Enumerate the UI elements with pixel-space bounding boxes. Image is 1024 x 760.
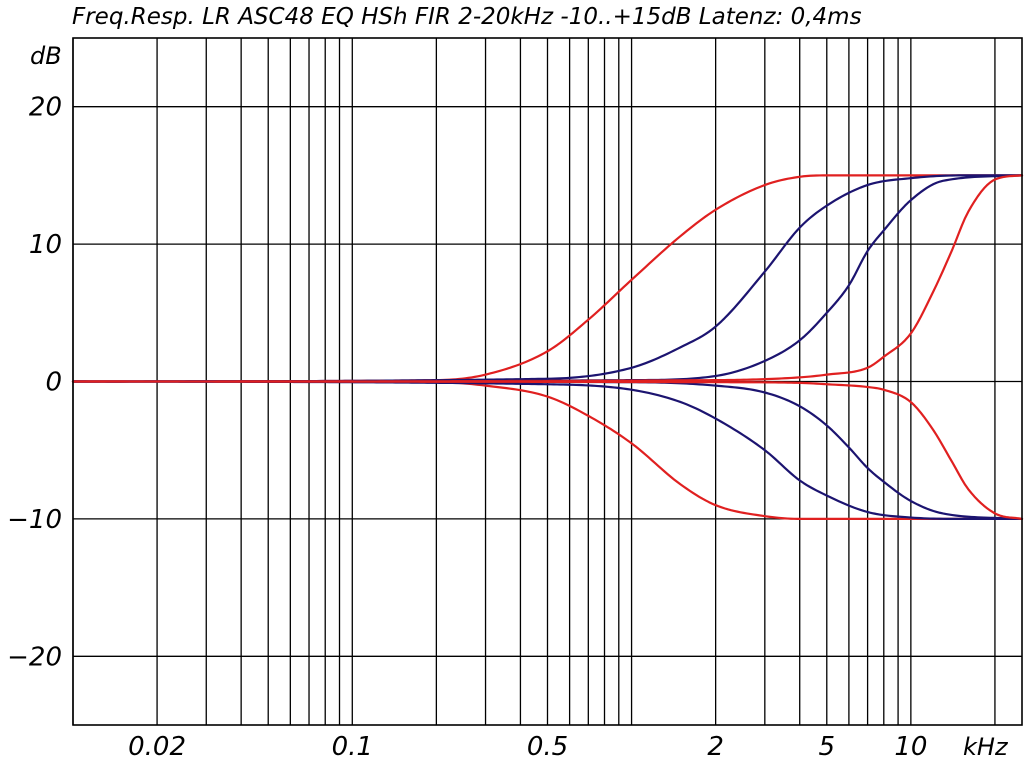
tick-labels: 20 10 0 −10 −20 0.02 0.1 0.5 2 5 10 [7,93,927,760]
red-response-curve [71,380,1024,520]
y-tick-label: −10 [7,505,62,535]
response-curves [71,174,1024,520]
x-tick-label: 5 [819,732,836,760]
x-tick-label: 10 [894,732,927,760]
y-axis-unit-label: dB [30,42,62,70]
x-tick-label: 2 [707,732,724,760]
y-tick-label: −20 [7,642,62,672]
plot-frame [72,37,1023,726]
x-tick-label: 0.1 [332,732,373,760]
y-tick-label: 20 [29,93,62,123]
chart-title: Freq.Resp. LR ASC48 EQ HSh FIR 2-20kHz -… [72,4,862,30]
x-tick-label: 0.02 [128,732,186,760]
x-tick-label: 0.5 [527,732,568,760]
y-tick-label: 0 [45,368,62,398]
x-axis-unit-label: kHz [963,733,1009,760]
y-tick-label: 10 [29,230,62,260]
